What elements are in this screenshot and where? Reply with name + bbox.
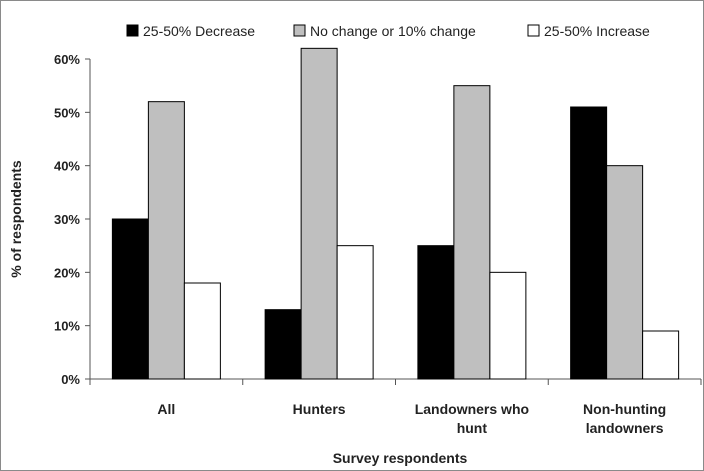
bar (606, 165, 644, 380)
legend-swatch (293, 24, 306, 37)
y-tick-label: 60% (54, 52, 80, 67)
bar (300, 47, 338, 380)
y-axis-title: % of respondents (8, 160, 24, 278)
legend-swatch (527, 24, 540, 37)
y-axis: 0% 10% 20% 30% 40% 50% 60% (54, 52, 91, 387)
x-axis-title: Survey respondents (333, 450, 468, 466)
bars (111, 47, 680, 380)
bar (264, 309, 302, 380)
x-tick-label: hunt (457, 420, 488, 436)
bar (417, 245, 455, 380)
bar (489, 271, 527, 380)
bar (642, 330, 680, 380)
legend: 25-50% Decrease No change or 10% change 25… (126, 23, 650, 39)
bar (570, 106, 608, 380)
legend-label: 25-50% Increase (544, 23, 650, 39)
y-tick-label: 20% (54, 265, 80, 280)
y-tick-label: 40% (54, 159, 80, 174)
x-axis: All Hunters Landowners who hunt Non-hunting l… (89, 378, 702, 436)
bar (336, 245, 374, 380)
y-tick-label: 0% (61, 372, 80, 387)
x-tick-label: Hunters (293, 401, 346, 417)
x-tick-label: All (157, 401, 175, 417)
y-tick-label: 10% (54, 319, 80, 334)
bar (147, 101, 185, 380)
legend-label: No change or 10% change (310, 23, 476, 39)
x-tick-label: landowners (586, 420, 664, 436)
bar (453, 85, 491, 380)
x-tick-label: Landowners who (415, 401, 529, 417)
bar (111, 218, 149, 380)
x-tick-label: Non-hunting (583, 401, 666, 417)
bar (183, 282, 221, 380)
y-tick-label: 30% (54, 212, 80, 227)
legend-swatch (126, 24, 139, 37)
y-tick-label: 50% (54, 105, 80, 120)
legend-label: 25-50% Decrease (143, 23, 255, 39)
